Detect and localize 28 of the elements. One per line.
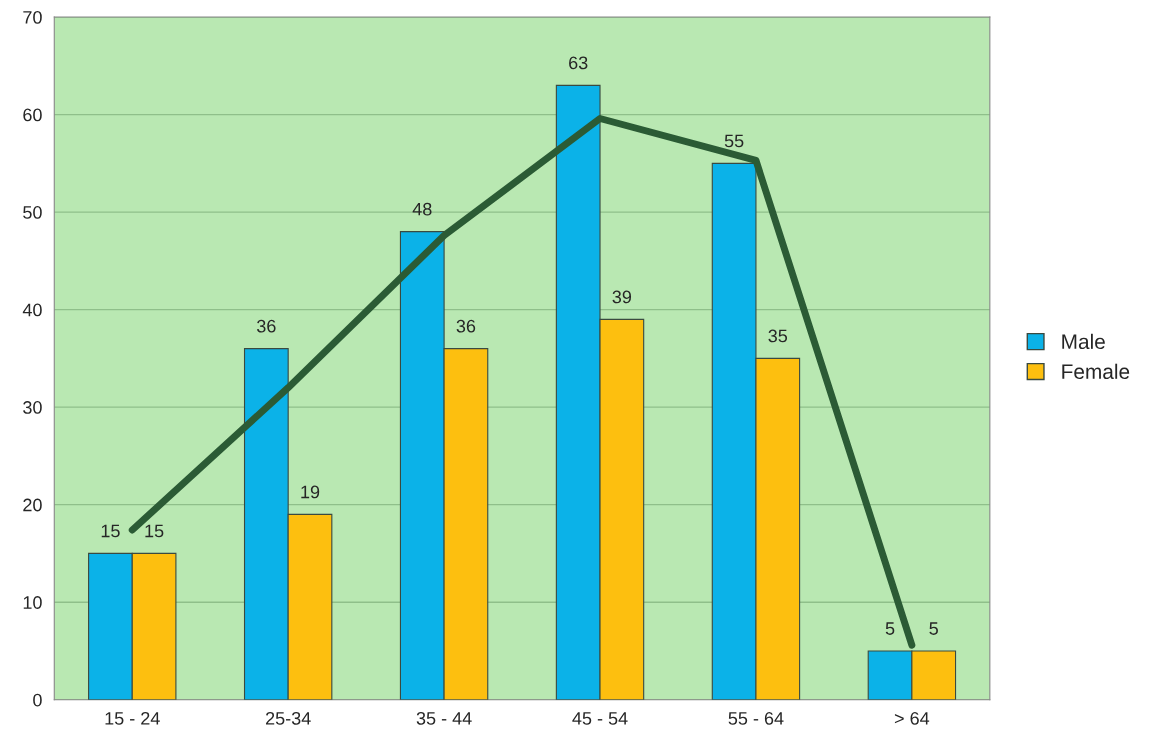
y-tick-label: 60 <box>23 108 42 122</box>
y-tick-label: 50 <box>23 206 42 219</box>
y-tick-label: 0 <box>33 693 42 707</box>
data-label: 48 <box>412 202 432 216</box>
data-label: 5 <box>885 622 895 635</box>
y-tick-label: 20 <box>23 498 42 512</box>
x-tick-label: 15 - 24 <box>105 711 160 725</box>
data-label: 15 <box>101 524 120 538</box>
x-tick-label: 25-34 <box>265 711 311 725</box>
x-tick-label: > 64 <box>894 711 930 725</box>
data-label: 36 <box>256 319 276 333</box>
data-label: 19 <box>301 485 320 499</box>
data-label: 5 <box>929 622 938 635</box>
y-tick-label: 10 <box>23 596 42 609</box>
y-tick-label: 30 <box>23 401 42 414</box>
x-tick-label: 55 - 64 <box>728 711 784 725</box>
data-label: 39 <box>612 290 632 304</box>
data-label: 36 <box>456 319 476 333</box>
data-label: 63 <box>569 56 588 70</box>
y-tick-label: 70 <box>23 11 42 24</box>
data-label: 35 <box>768 329 788 343</box>
data-label: 55 <box>724 134 744 148</box>
x-tick-label: 45 - 54 <box>572 712 628 725</box>
legend-label: Female <box>1062 363 1130 380</box>
x-tick-label: 35 - 44 <box>416 711 472 725</box>
legend-label: Male <box>1062 333 1105 350</box>
y-tick-label: 40 <box>22 303 42 317</box>
data-label: 15 <box>145 524 164 538</box>
